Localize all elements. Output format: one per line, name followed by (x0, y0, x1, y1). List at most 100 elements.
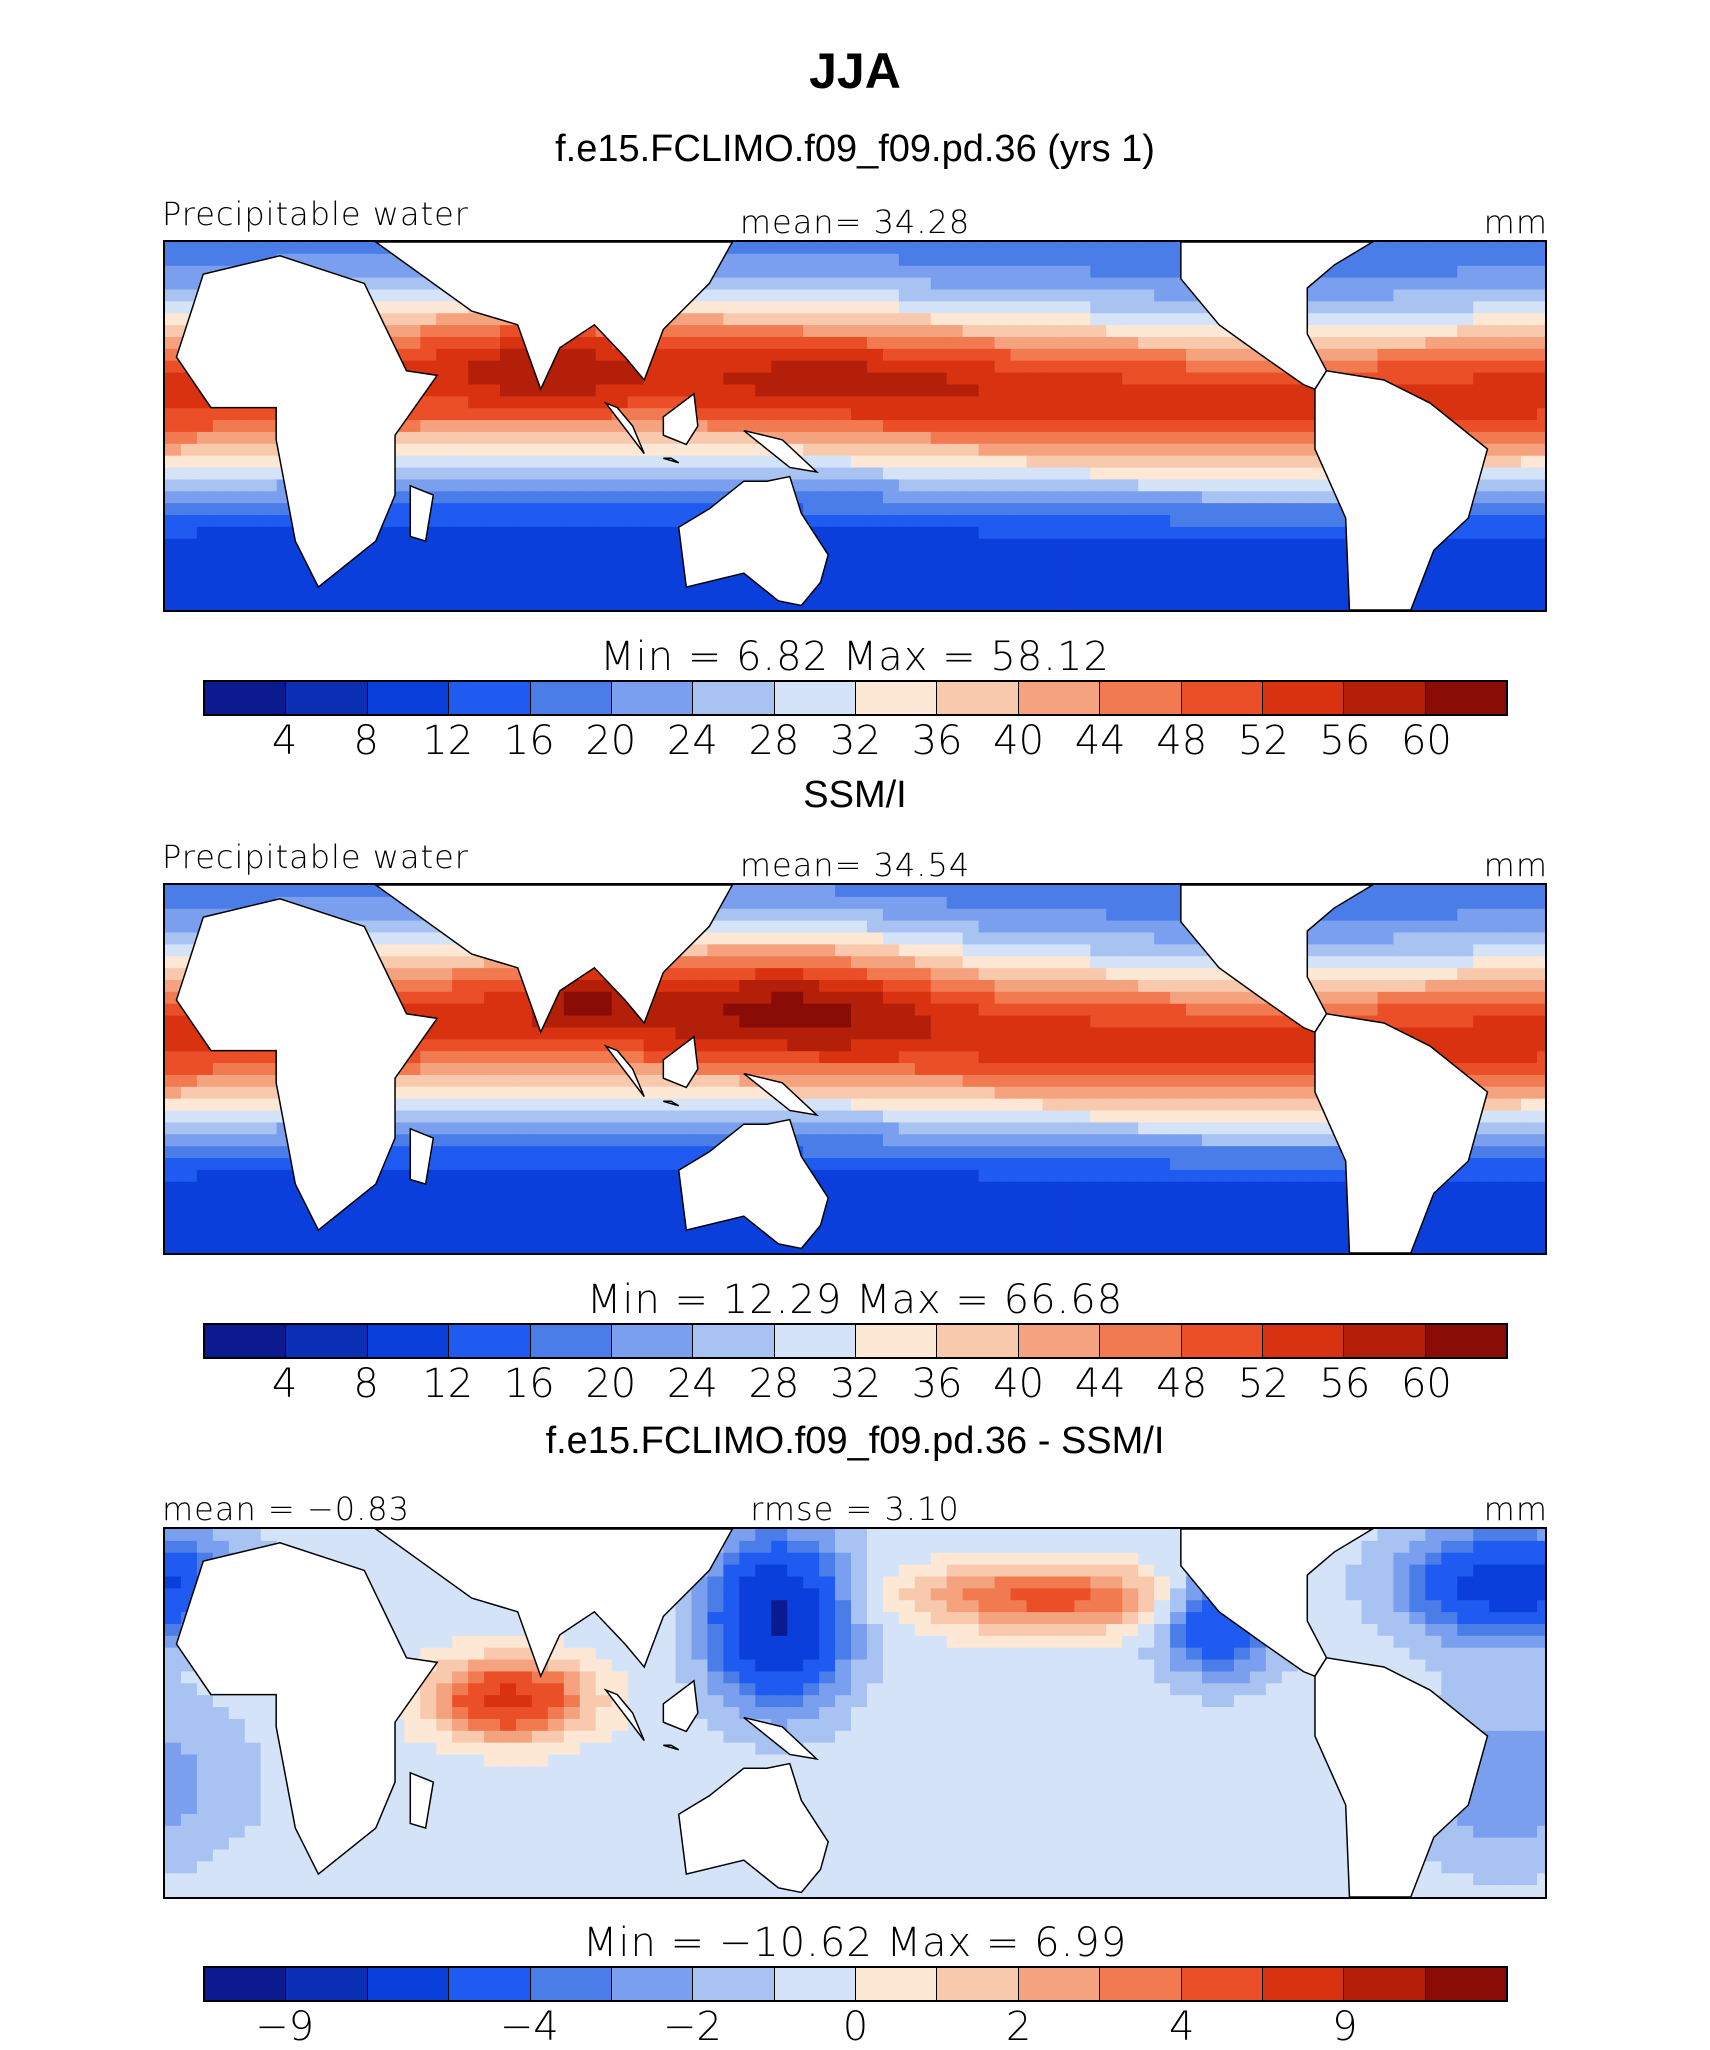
colorbar-swatch (449, 1968, 531, 2000)
land-mass (175, 254, 439, 589)
panel-2-field (165, 885, 1545, 1253)
colorbar-tick-label: 4 (271, 718, 298, 764)
land-mass (1314, 369, 1489, 610)
panel-1-field (165, 242, 1545, 610)
colorbar-tick-label: 48 (1156, 718, 1208, 764)
panel-1-units-label: mm (1483, 203, 1548, 241)
colorbar-tick-label: −2 (662, 2004, 722, 2050)
colorbar-swatch (937, 682, 1019, 714)
colorbar-tick-label: 12 (422, 1361, 474, 1407)
land-mass (663, 1744, 680, 1751)
colorbar-swatch (1100, 682, 1182, 714)
colorbar-swatch (611, 1968, 694, 2000)
panel-1-variable-label: Precipitable water (162, 195, 469, 233)
land-mass (603, 1688, 645, 1742)
land-mass (662, 392, 699, 446)
colorbar-swatch (530, 682, 612, 714)
colorbar-swatch (205, 1968, 287, 2000)
panel-1-colorbar (203, 680, 1508, 716)
land-mass (743, 1072, 820, 1117)
colorbar-swatch (937, 1968, 1019, 2000)
colorbar-swatch (1018, 682, 1101, 714)
colorbar-swatch (1181, 682, 1263, 714)
land-mass (677, 1118, 829, 1250)
land-mass (1314, 1012, 1489, 1253)
colorbar-tick-label: 4 (271, 1361, 298, 1407)
panel-2-map (163, 883, 1547, 1255)
colorbar-tick-label: 32 (830, 718, 881, 764)
panel-2-min-max: Min = 12.29 Max = 66.68 (586, 1277, 1124, 1323)
panel-2-units-label: mm (1483, 846, 1548, 884)
colorbar-swatch (1425, 1968, 1506, 2000)
land-mass (374, 242, 734, 392)
panel-2-mean-label: mean= 34.54 (739, 846, 971, 884)
colorbar-tick-label: −9 (255, 2004, 315, 2050)
colorbar-swatch (449, 682, 531, 714)
panel-3-title: f.e15.FCLIMO.f09_f09.pd.36 - SSM/I (545, 1420, 1165, 1462)
colorbar-tick-label: 24 (666, 1361, 718, 1407)
colorbar-tick-label: −4 (499, 2004, 559, 2050)
colorbar-swatch (937, 1325, 1019, 1357)
colorbar-tick-label: 44 (1074, 1361, 1126, 1407)
colorbar-tick-label: 16 (503, 718, 555, 764)
colorbar-swatch (1344, 1968, 1426, 2000)
colorbar-swatch (367, 1968, 450, 2000)
colorbar-tick-label: 24 (666, 718, 718, 764)
colorbar-swatch (530, 1325, 612, 1357)
colorbar-swatch (611, 1325, 694, 1357)
colorbar-tick-label: 56 (1319, 718, 1371, 764)
colorbar-tick-label: 16 (503, 1361, 555, 1407)
panel-3-field (165, 1529, 1545, 1897)
land-mass (409, 1771, 435, 1830)
land-mass (409, 1127, 435, 1186)
colorbar-swatch (1344, 682, 1426, 714)
panel-1-min-max: Min = 6.82 Max = 58.12 (600, 634, 1110, 680)
colorbar-swatch (1425, 1325, 1506, 1357)
panel-1-map (163, 240, 1547, 612)
panel-1-title: f.e15.FCLIMO.f09_f09.pd.36 (yrs 1) (555, 128, 1155, 170)
colorbar-swatch (1100, 1968, 1182, 2000)
land-mass (662, 1035, 699, 1089)
colorbar-swatch (449, 1325, 531, 1357)
colorbar-swatch (1262, 1325, 1345, 1357)
colorbar-tick-label: 4 (1169, 2004, 1195, 2050)
land-mass (1314, 1656, 1489, 1897)
land-mass (1180, 242, 1374, 391)
colorbar-swatch (1100, 1325, 1182, 1357)
panel-2-variable-label: Precipitable water (162, 838, 469, 876)
colorbar-swatch (693, 682, 775, 714)
land-mass (374, 1529, 734, 1679)
land-mass (743, 1716, 820, 1761)
panel-3-units-label: mm (1483, 1490, 1548, 1528)
land-mass (175, 1541, 439, 1876)
colorbar-swatch (286, 1325, 368, 1357)
colorbar-tick-label: 28 (748, 1361, 800, 1407)
land-mass (743, 429, 820, 474)
panel-1-colorbar-ticks: 4 8 12 16 20 24 28 32 36 40 44 48 52 56 60 (203, 718, 1508, 764)
colorbar-tick-label: 60 (1400, 1361, 1452, 1407)
colorbar-tick-label: 36 (911, 718, 963, 764)
colorbar-swatch (1018, 1325, 1101, 1357)
colorbar-tick-label: 20 (585, 718, 637, 764)
colorbar-swatch (367, 1325, 450, 1357)
colorbar-swatch (693, 1325, 775, 1357)
colorbar-swatch (367, 682, 450, 714)
panel-3-map (163, 1527, 1547, 1899)
colorbar-swatch (1181, 1968, 1263, 2000)
colorbar-tick-label: 2 (1005, 2004, 1032, 2050)
colorbar-swatch (693, 1968, 775, 2000)
colorbar-tick-label: 56 (1319, 1361, 1371, 1407)
panel-3-min-max: Min = −10.62 Max = 6.99 (582, 1920, 1128, 1966)
land-mass (677, 1762, 829, 1894)
colorbar-swatch (286, 1968, 368, 2000)
colorbar-swatch (856, 1968, 938, 2000)
colorbar-tick-label: 32 (830, 1361, 881, 1407)
land-mass (374, 885, 734, 1035)
panel-1-mean-label: mean= 34.28 (739, 203, 971, 241)
land-mass (663, 457, 680, 464)
panel-2-title: SSM/I (803, 774, 907, 816)
land-mass (662, 1679, 699, 1733)
colorbar-swatch (1181, 1325, 1263, 1357)
colorbar-tick-label: 52 (1237, 718, 1289, 764)
panel-2-colorbar-ticks: 4 8 12 16 20 24 28 32 36 40 44 48 52 56 60 (203, 1361, 1508, 1407)
